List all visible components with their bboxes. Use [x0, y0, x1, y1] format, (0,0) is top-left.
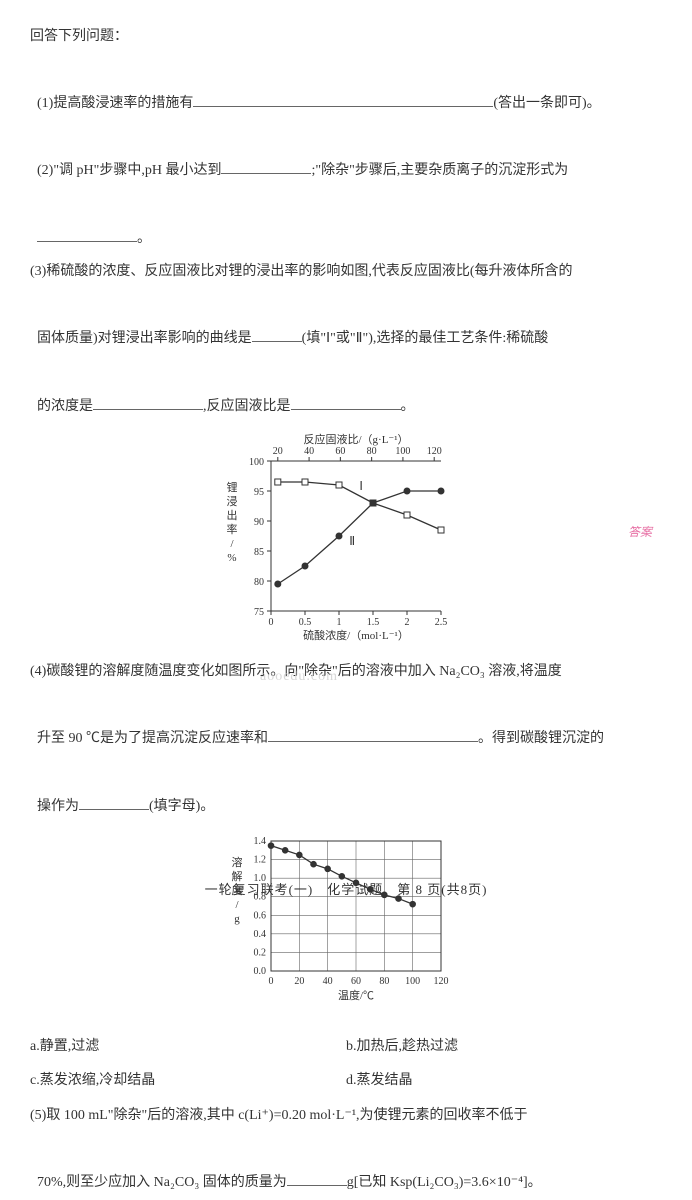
- q4-line1: (4)碳酸锂的溶解度随温度变化如图所示。向"除杂"后的溶液中加入 Na₂CO₃ …: [30, 655, 662, 689]
- q4-blank1: [268, 726, 478, 743]
- svg-text:120: 120: [434, 976, 449, 987]
- svg-text:2.5: 2.5: [435, 617, 448, 628]
- q1: (1)提高酸浸速率的措施有 (答出一条即可)。: [30, 54, 662, 121]
- svg-text:0.0: 0.0: [254, 966, 267, 977]
- svg-text:1.2: 1.2: [254, 855, 267, 866]
- q1-text-a: (1)提高酸浸速率的措施有: [37, 96, 193, 111]
- svg-text:20: 20: [294, 976, 304, 987]
- svg-text:90: 90: [254, 517, 264, 528]
- svg-text:1: 1: [337, 617, 342, 628]
- svg-text:100: 100: [395, 446, 410, 457]
- svg-text:0.6: 0.6: [254, 910, 267, 921]
- svg-text:0.2: 0.2: [254, 948, 267, 959]
- svg-text:0: 0: [269, 976, 274, 987]
- svg-text:80: 80: [379, 976, 389, 987]
- q2-blank2: [37, 225, 137, 242]
- svg-text:60: 60: [351, 976, 361, 987]
- svg-text:100: 100: [249, 457, 264, 468]
- svg-text:温度/℃: 温度/℃: [338, 988, 374, 1002]
- q2-blank1: [221, 158, 311, 175]
- svg-text:85: 85: [254, 547, 264, 558]
- svg-text:率: 率: [227, 522, 238, 536]
- svg-text:20: 20: [273, 446, 283, 457]
- svg-text:浸: 浸: [227, 495, 238, 508]
- watermark-pink: 答案: [628, 518, 652, 547]
- svg-text:75: 75: [254, 607, 264, 618]
- q2-line2: 。: [30, 188, 662, 255]
- svg-text:%: %: [227, 552, 236, 564]
- svg-text:出: 出: [227, 508, 238, 522]
- svg-text:硫酸浓度/（mol·L⁻¹）: 硫酸浓度/（mol·L⁻¹）: [303, 628, 409, 641]
- q5-line1: (5)取 100 mL"除杂"后的溶液,其中 c(Li⁺)=0.20 mol·L…: [30, 1099, 662, 1133]
- svg-text:溶: 溶: [232, 855, 243, 869]
- q3-text-d: 的浓度是: [37, 399, 93, 414]
- q2-text-c: 。: [137, 231, 151, 246]
- q1-blank: [193, 90, 493, 107]
- chart1-container: 75 80 85 90 95 100 0 0.5 1 1.5 2 2.5 20 40 60 80 100 120 反…: [30, 431, 662, 641]
- svg-text:1.4: 1.4: [254, 836, 267, 847]
- svg-text:锂: 锂: [227, 480, 238, 494]
- q5-text-b: 70%,则至少应加入 Na₂CO₃ 固体的质量为: [37, 1175, 287, 1190]
- chart1: 75 80 85 90 95 100 0 0.5 1 1.5 2 2.5 20 40 60 80 100 120 反…: [216, 431, 476, 641]
- q3-line1: (3)稀硫酸的浓度、反应固液比对锂的浸出率的影响如图,代表反应固液比(每升液体所…: [30, 255, 662, 289]
- svg-text:95: 95: [254, 487, 264, 498]
- q3-line2: 固体质量)对锂浸出率影响的曲线是 (填"Ⅰ"或"Ⅱ"),选择的最佳工艺条件:稀硫酸: [30, 289, 662, 356]
- q5-text-c: g[已知 Ksp(Li₂CO₃)=3.6×10⁻⁴]。: [347, 1175, 542, 1190]
- q4-text-e: (填字母)。: [149, 799, 214, 814]
- option-a: a.静置,过滤: [30, 1030, 346, 1064]
- svg-text:Ⅰ: Ⅰ: [359, 479, 363, 493]
- option-d: d.蒸发结晶: [346, 1064, 662, 1098]
- q3-line3: 的浓度是 ,反应固液比是 。: [30, 356, 662, 423]
- svg-text:60: 60: [335, 446, 345, 457]
- q4-text-b: 升至 90 ℃是为了提高沉淀反应速率和: [37, 731, 268, 746]
- svg-text:80: 80: [254, 577, 264, 588]
- q5-line2: 70%,则至少应加入 Na₂CO₃ 固体的质量为 g[已知 Ksp(Li₂CO₃)…: [30, 1133, 662, 1200]
- q4-text-d: 操作为: [37, 799, 79, 814]
- svg-text:0: 0: [269, 617, 274, 628]
- q2-line1: (2)"调 pH"步骤中,pH 最小达到 ;"除杂"步骤后,主要杂质离子的沉淀形式…: [30, 121, 662, 188]
- option-c: c.蒸发浓缩,冷却结晶: [30, 1064, 346, 1098]
- svg-text:Ⅱ: Ⅱ: [349, 534, 355, 548]
- q3-text-f: 。: [401, 399, 415, 414]
- svg-text:/: /: [230, 538, 234, 550]
- svg-text:2: 2: [405, 617, 410, 628]
- svg-text:40: 40: [304, 446, 314, 457]
- q3-blank1: [252, 326, 302, 343]
- q3-blank3: [291, 393, 401, 410]
- chart2-container: 0204060801001200.00.20.40.60.81.01.21.4温…: [30, 831, 662, 1016]
- svg-text:0.5: 0.5: [299, 617, 312, 628]
- q3-text-c: (填"Ⅰ"或"Ⅱ"),选择的最佳工艺条件:稀硫酸: [302, 331, 549, 346]
- chart2: 0204060801001200.00.20.40.60.81.01.21.4温…: [221, 831, 471, 1016]
- svg-text:0.4: 0.4: [254, 929, 267, 940]
- q3-blank2: [93, 393, 203, 410]
- watermark-grey: aooedu.com: [260, 660, 338, 694]
- q4-line2: 升至 90 ℃是为了提高沉淀反应速率和 。得到碳酸锂沉淀的: [30, 689, 662, 756]
- q4-line3: 操作为 (填字母)。: [30, 756, 662, 823]
- q1-text-b: (答出一条即可)。: [493, 96, 600, 111]
- q3-text-e: ,反应固液比是: [203, 399, 291, 414]
- q2-text-b: ;"除杂"步骤后,主要杂质离子的沉淀形式为: [311, 163, 568, 178]
- svg-text:100: 100: [405, 976, 420, 987]
- q4-text-c: 。得到碳酸锂沉淀的: [478, 731, 604, 746]
- svg-text:40: 40: [323, 976, 333, 987]
- svg-text:反应固液比/（g·L⁻¹）: 反应固液比/（g·L⁻¹）: [303, 432, 408, 446]
- q3-text-b: 固体质量)对锂浸出率影响的曲线是: [37, 331, 252, 346]
- option-b: b.加热后,趁热过滤: [346, 1030, 662, 1064]
- q4-blank2: [79, 793, 149, 810]
- svg-text:120: 120: [427, 446, 442, 457]
- svg-text:1.5: 1.5: [367, 617, 380, 628]
- question-header: 回答下列问题：: [30, 20, 662, 54]
- svg-text:80: 80: [367, 446, 377, 457]
- page-footer: 一轮复习联考(一) 化学试题 第 8 页(共8页): [0, 874, 692, 905]
- q5-blank: [287, 1170, 347, 1187]
- options: a.静置,过滤 b.加热后,趁热过滤 c.蒸发浓缩,冷却结晶 d.蒸发结晶: [30, 1030, 662, 1097]
- q2-text-a: (2)"调 pH"步骤中,pH 最小达到: [37, 163, 221, 178]
